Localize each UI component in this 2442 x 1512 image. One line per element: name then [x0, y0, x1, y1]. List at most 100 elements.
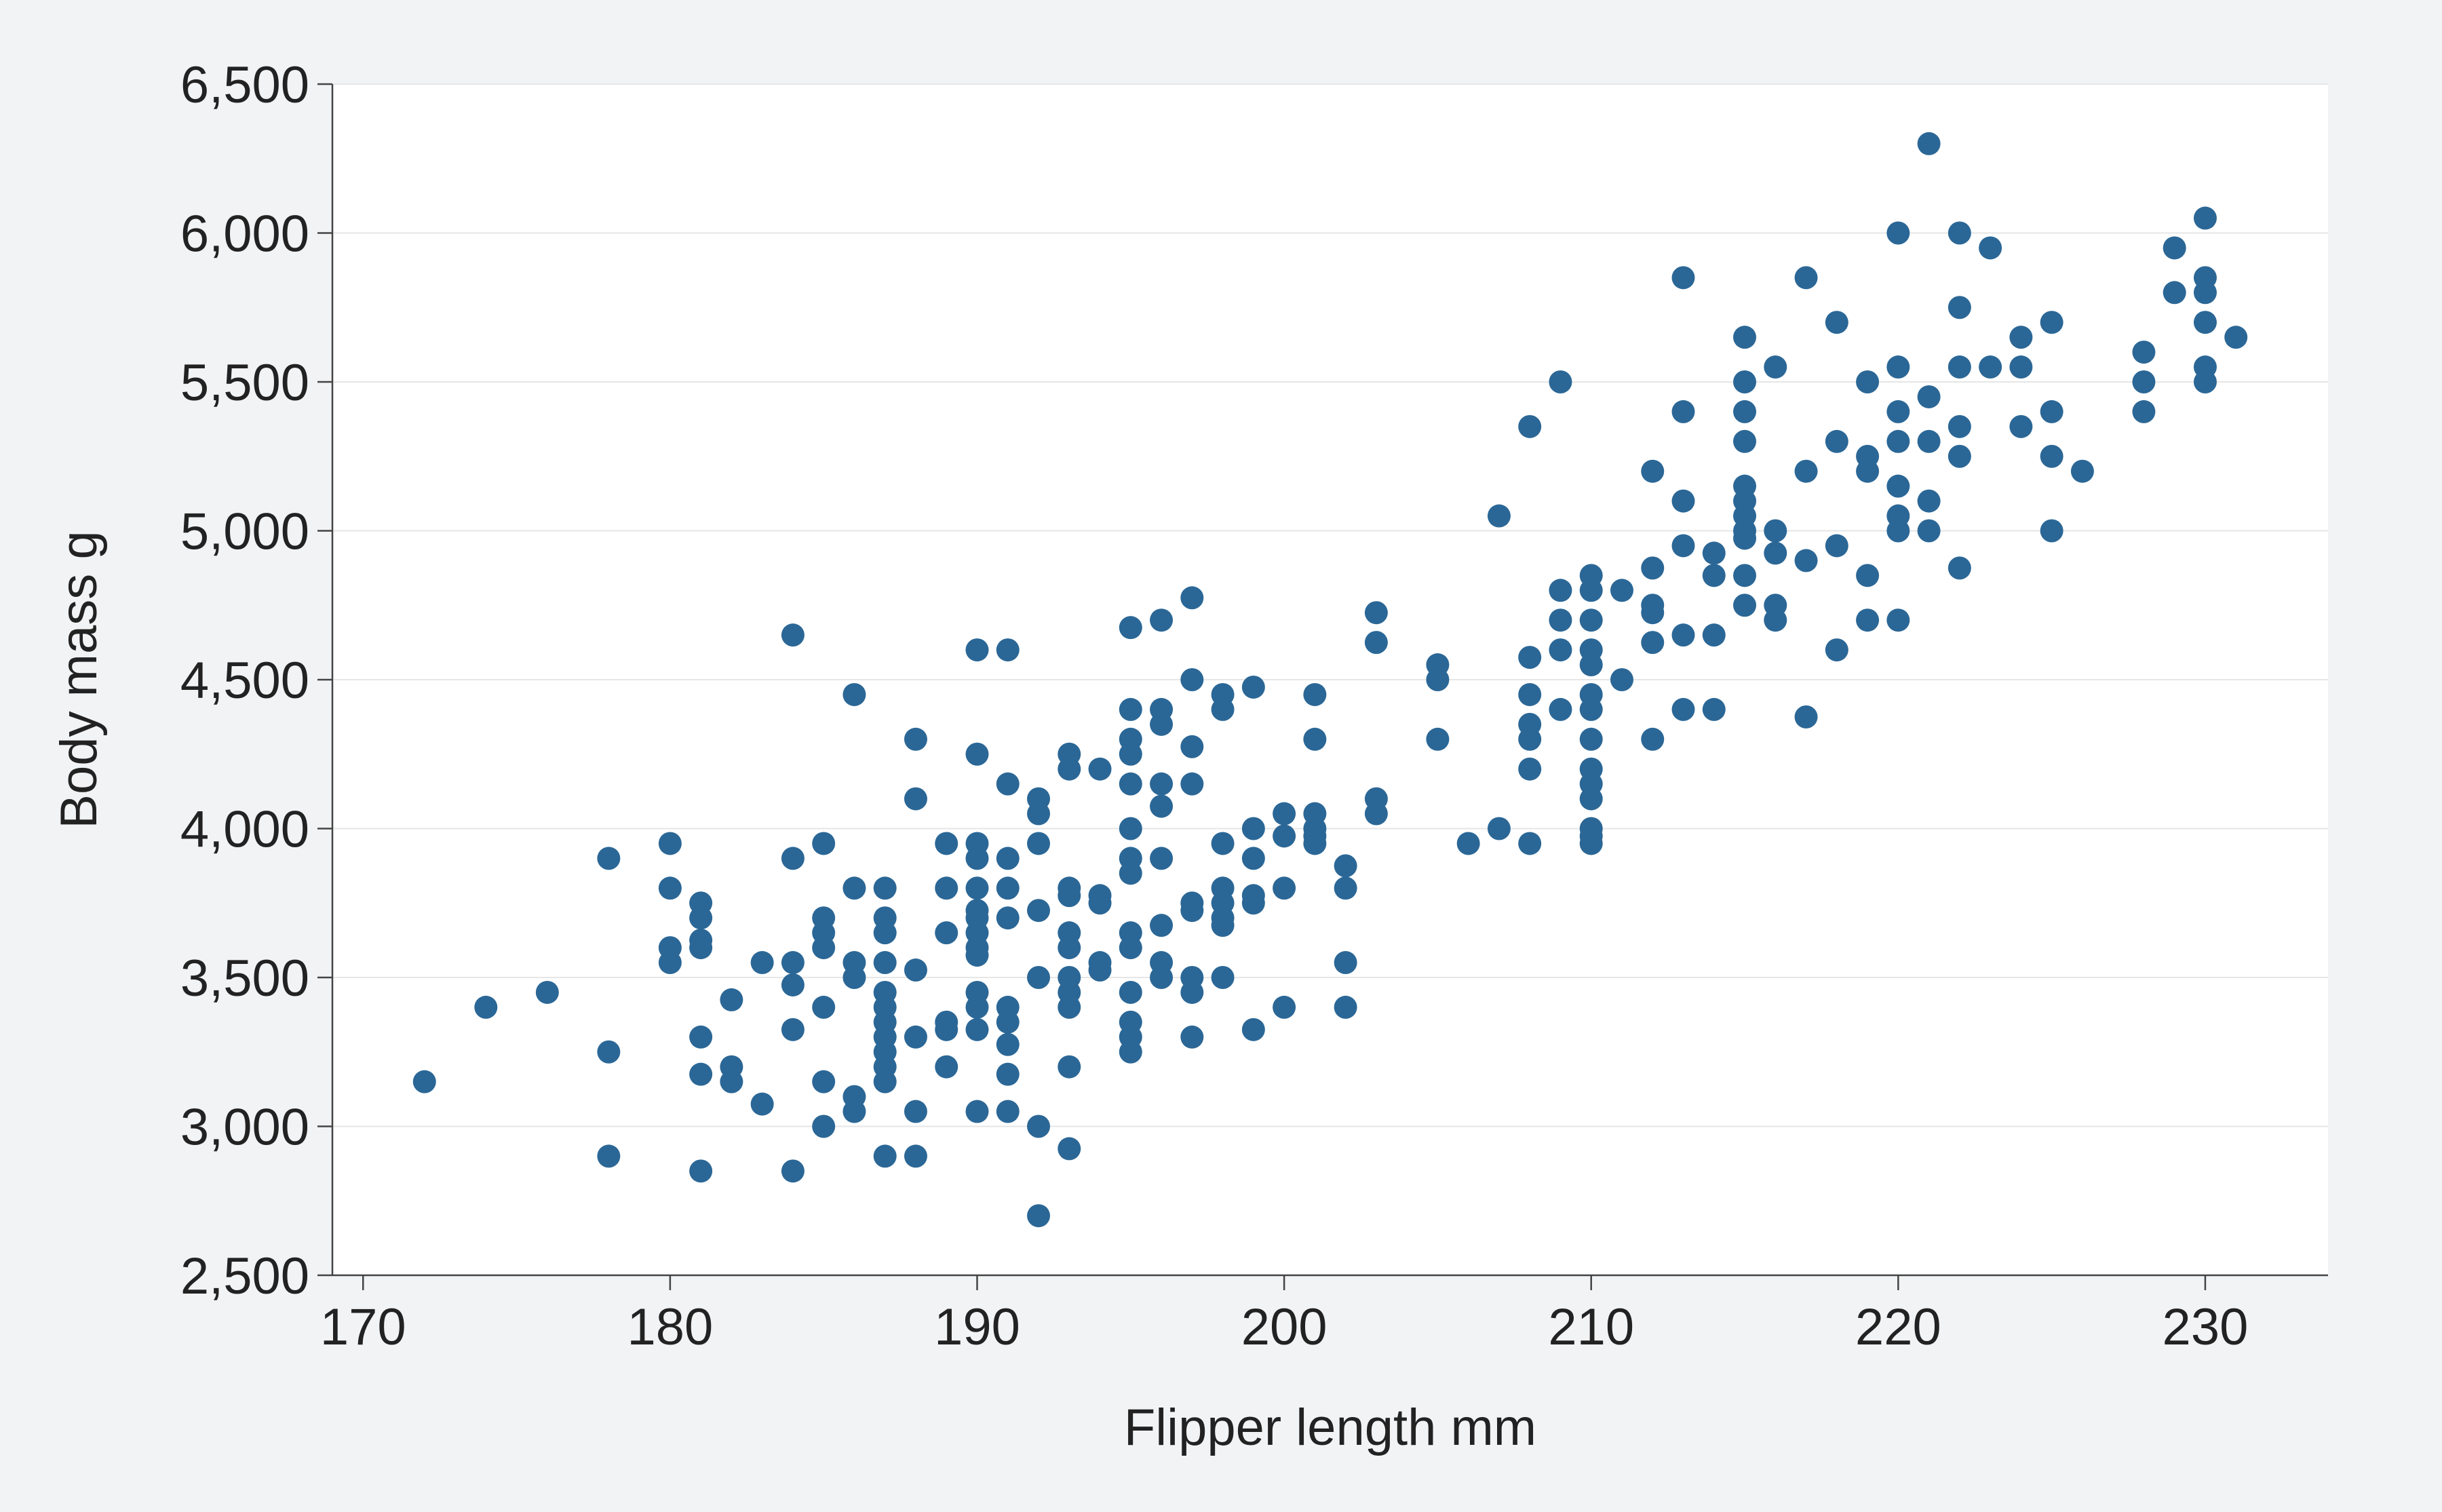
data-point — [1150, 608, 1174, 632]
data-point — [750, 951, 774, 975]
data-point — [873, 1144, 897, 1168]
data-point — [1456, 832, 1480, 855]
data-point — [2193, 206, 2217, 230]
data-point — [2070, 459, 2094, 483]
data-point — [1886, 355, 1910, 379]
data-point — [842, 682, 866, 706]
data-point — [1119, 742, 1142, 766]
data-point — [1518, 757, 1542, 781]
data-point — [904, 1025, 927, 1049]
data-point — [1334, 995, 1357, 1019]
data-point — [1764, 541, 1787, 565]
data-point — [1334, 876, 1357, 900]
data-point — [1518, 682, 1542, 706]
data-point — [1211, 697, 1235, 721]
data-point — [935, 832, 958, 855]
data-point — [1058, 757, 1081, 781]
data-point — [2132, 400, 2156, 423]
data-point — [1579, 697, 1603, 721]
data-point — [689, 936, 713, 960]
data-point — [2040, 311, 2063, 334]
data-point — [1150, 914, 1174, 937]
data-point — [1211, 832, 1235, 855]
data-point — [2009, 326, 2033, 349]
data-point — [996, 847, 1020, 870]
data-point — [1241, 847, 1265, 870]
data-point — [1825, 311, 1848, 334]
data-point — [1180, 899, 1204, 923]
data-point — [1794, 266, 1818, 290]
data-point — [873, 876, 897, 900]
data-point — [1119, 616, 1142, 640]
data-point — [1088, 757, 1112, 781]
data-point — [1273, 876, 1296, 900]
data-point — [1518, 832, 1542, 855]
data-point — [1303, 832, 1327, 855]
data-point — [781, 973, 805, 996]
data-point — [1364, 631, 1388, 655]
data-point — [597, 1144, 621, 1168]
data-point — [965, 944, 989, 967]
data-point — [1641, 459, 1665, 483]
data-point — [1180, 586, 1204, 610]
data-point — [1610, 579, 1633, 602]
data-point — [1426, 668, 1450, 691]
data-point — [935, 1017, 958, 1041]
data-point — [1886, 519, 1910, 543]
data-point — [904, 727, 927, 751]
data-point — [1334, 951, 1357, 975]
data-point — [1917, 132, 1941, 155]
data-point — [1518, 727, 1542, 751]
data-point — [1241, 817, 1265, 840]
data-point — [1027, 899, 1051, 923]
data-point — [812, 995, 836, 1019]
data-point — [1150, 847, 1174, 870]
data-point — [1549, 608, 1572, 632]
y-tick-label: 3,000 — [180, 1099, 309, 1157]
data-point — [1733, 594, 1757, 617]
data-point — [2009, 414, 2033, 438]
data-point — [1150, 794, 1174, 818]
data-point — [781, 1159, 805, 1183]
data-point — [1487, 504, 1511, 528]
data-point — [1917, 489, 1941, 513]
data-point — [1027, 1204, 1051, 1228]
data-point — [689, 1062, 713, 1086]
data-point — [965, 847, 989, 870]
data-point — [1794, 705, 1818, 729]
y-tick-label: 4,500 — [180, 652, 309, 710]
data-point — [1058, 936, 1081, 960]
y-tick-label: 6,500 — [180, 56, 309, 114]
data-point — [1917, 385, 1941, 408]
data-point — [1119, 817, 1142, 840]
data-point — [1273, 995, 1296, 1019]
data-point — [935, 921, 958, 945]
data-point — [1303, 682, 1327, 706]
data-point — [720, 988, 743, 1011]
data-point — [1702, 564, 1726, 587]
data-point — [1641, 601, 1665, 625]
data-point — [1886, 221, 1910, 245]
data-point — [1947, 556, 1971, 580]
data-point — [965, 995, 989, 1019]
data-point — [1579, 608, 1603, 632]
data-point — [1241, 1017, 1265, 1041]
data-point — [1027, 832, 1051, 855]
data-point — [1518, 646, 1542, 670]
data-point — [1764, 519, 1787, 543]
data-point — [689, 1159, 713, 1183]
data-point — [904, 1100, 927, 1123]
data-point — [965, 876, 989, 900]
data-point — [1733, 400, 1757, 423]
data-point — [1733, 564, 1757, 587]
data-point — [1764, 355, 1787, 379]
data-point — [1088, 891, 1112, 915]
data-point — [2224, 326, 2248, 349]
data-point — [1180, 668, 1204, 691]
y-tick-label: 5,000 — [180, 503, 309, 561]
data-point — [904, 958, 927, 982]
data-point — [781, 951, 805, 975]
data-point — [2163, 236, 2186, 260]
data-point — [1825, 638, 1848, 662]
